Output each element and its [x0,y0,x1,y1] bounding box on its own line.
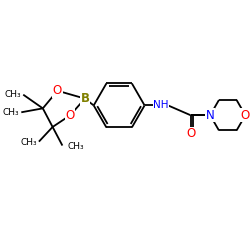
Text: O: O [241,109,250,122]
Text: O: O [186,127,195,140]
Text: N: N [206,109,214,122]
Text: B: B [80,92,90,105]
Text: CH₃: CH₃ [3,108,19,117]
Text: NH: NH [154,100,169,110]
Text: CH₃: CH₃ [5,90,21,99]
Text: CH₃: CH₃ [67,142,84,151]
Text: O: O [53,84,62,97]
Text: O: O [66,109,75,122]
Text: CH₃: CH₃ [20,138,37,147]
